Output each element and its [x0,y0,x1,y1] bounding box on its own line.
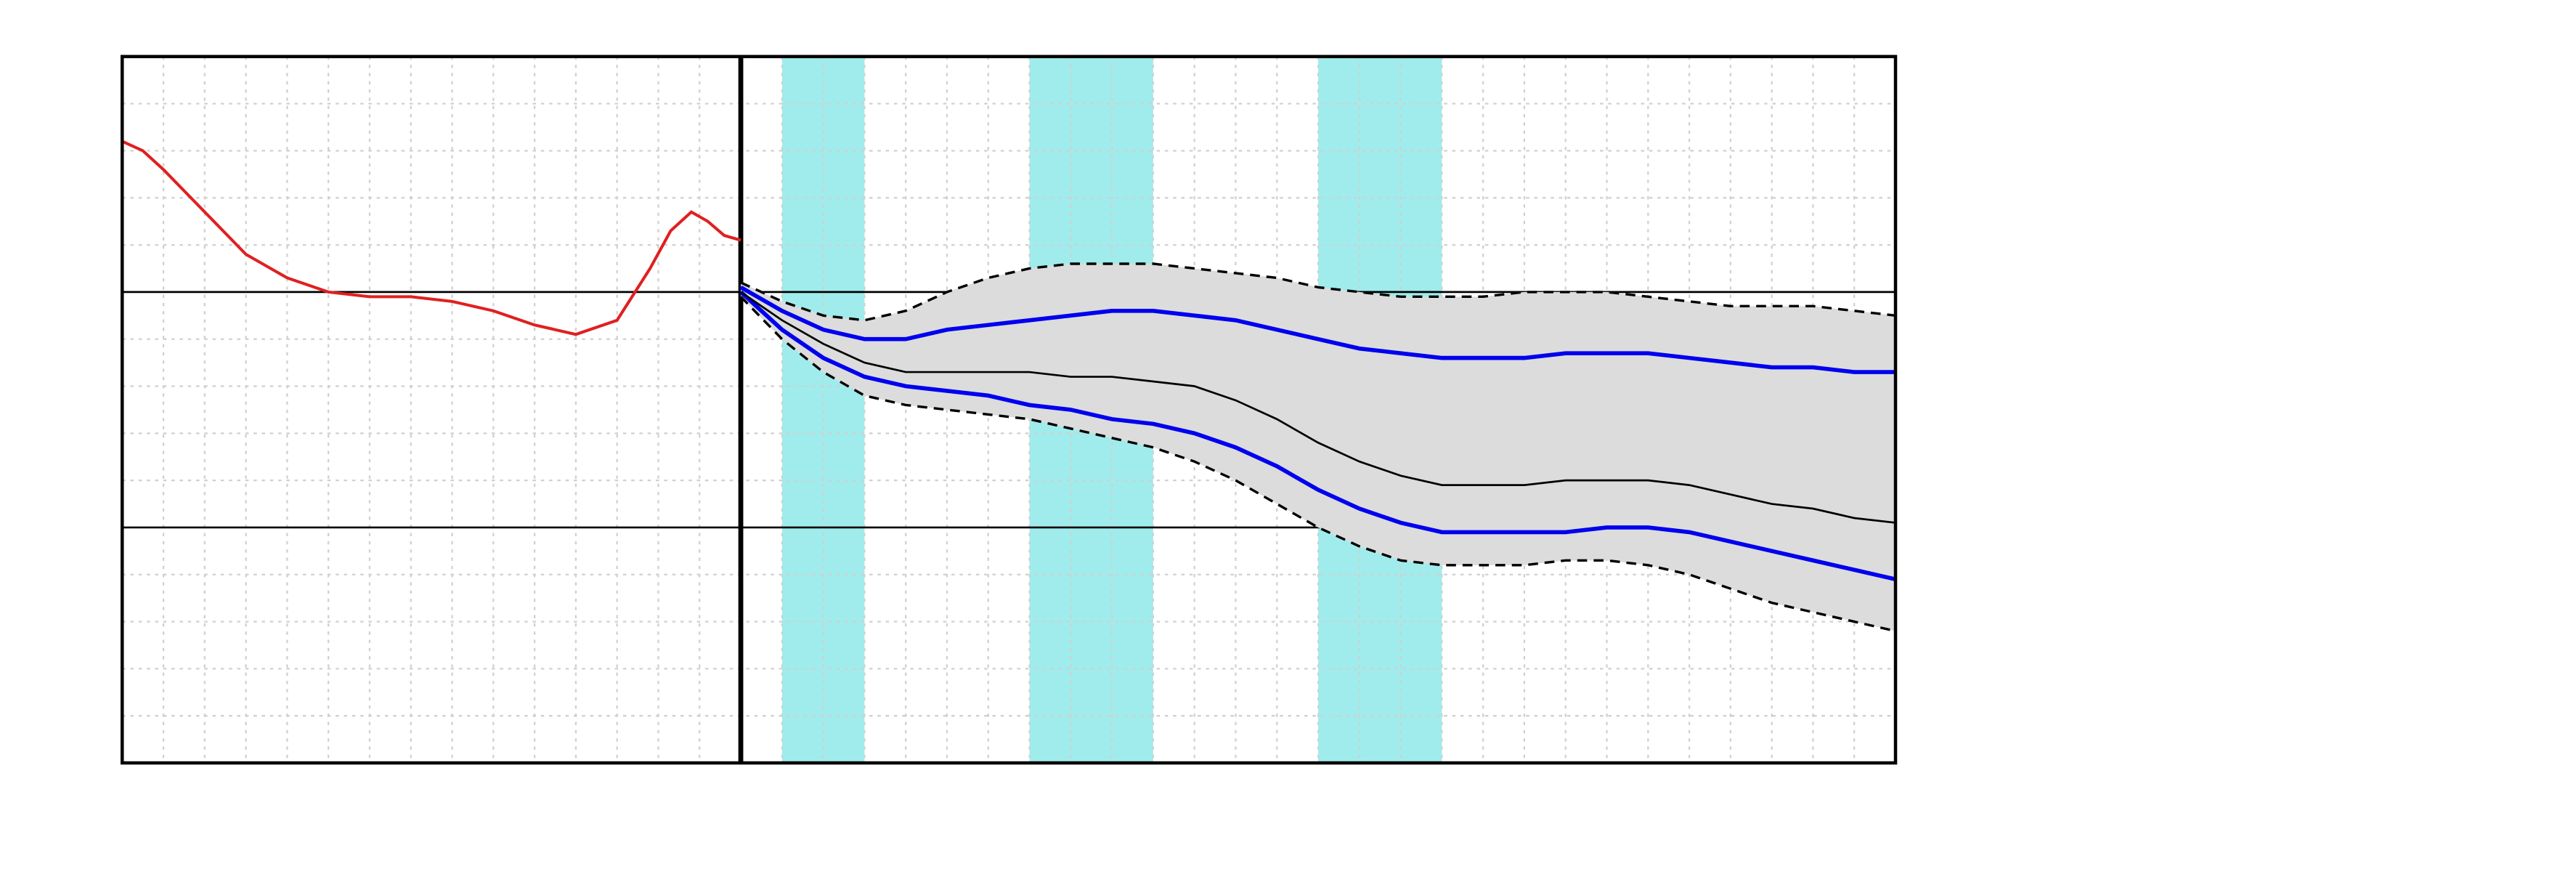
water-level-chart [7,7,2569,862]
observation-line [122,141,741,334]
chart-svg [7,7,2569,862]
